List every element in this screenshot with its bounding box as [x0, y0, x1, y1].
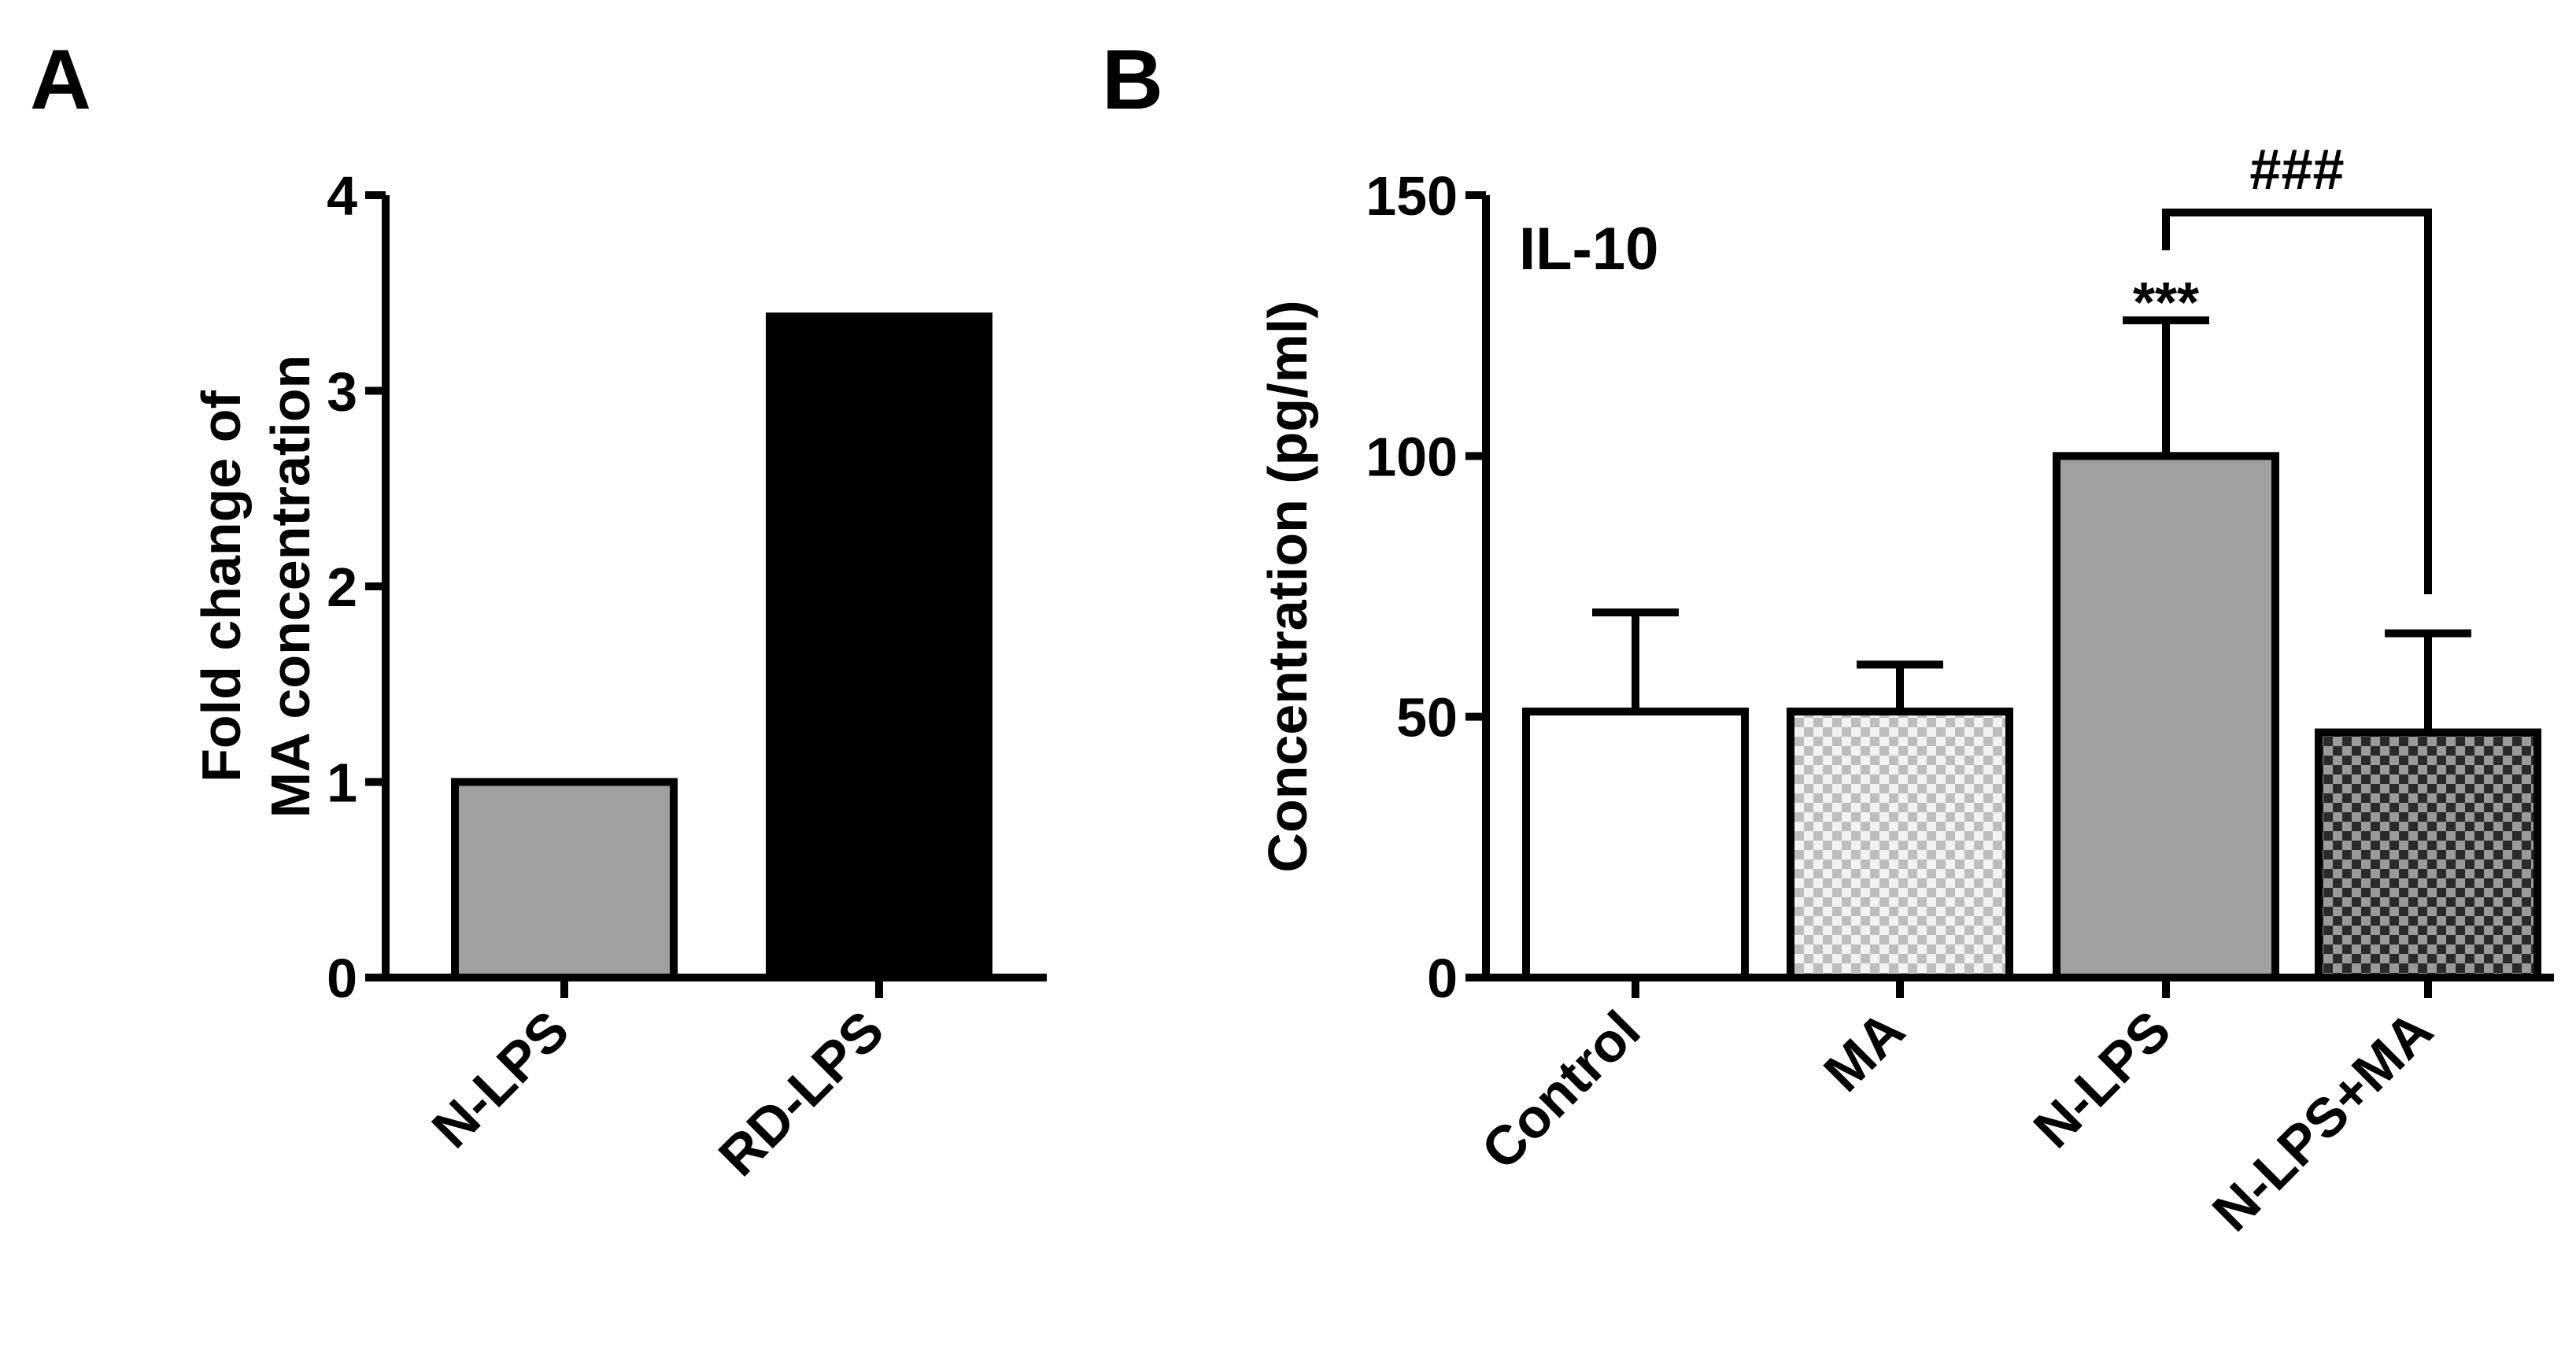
panel-a-category-labels: N-LPS RD-LPS — [420, 978, 896, 1188]
panel-a-label: A — [30, 31, 91, 127]
b-bar-3 — [2315, 728, 2541, 982]
panel-b-y-ticks: 0 50 100 150 — [1366, 165, 1486, 1009]
panel-b-annotation: IL-10 — [1519, 216, 1658, 283]
panel-a-bars — [451, 312, 992, 981]
b-category-label-0: Control — [1470, 999, 1652, 1181]
a-ytick-label-2: 2 — [327, 556, 357, 618]
panel-a-y-ticks: 0 1 2 3 4 — [327, 165, 386, 1009]
a-ytick-label-0: 0 — [327, 948, 357, 1009]
b-significance-hash-1: ### — [2249, 139, 2344, 201]
panel-a-y-axis-title-line-0: Fold change of — [190, 390, 252, 782]
b-category-label-2: N-LPS — [2022, 999, 2182, 1159]
a-ytick-label-4: 4 — [327, 165, 357, 227]
panel-a-y-axis-title: Fold change of MA concentration — [190, 355, 321, 819]
panel-b-category-labels: Control MA N-LPS N-LPS+MA — [1470, 978, 2445, 1243]
panel-b-label: B — [1102, 31, 1163, 127]
a-bar-0 — [451, 778, 678, 981]
panel-a: A Fold change of MA concentration 0 1 2 3 4 N… — [30, 31, 1047, 1188]
b-bar-2 — [2053, 452, 2279, 981]
b-ytick-label-2: 100 — [1366, 426, 1458, 487]
b-ytick-label-1: 50 — [1396, 687, 1458, 749]
panel-b-axes — [1482, 195, 2554, 981]
panel-b-bars — [1522, 452, 2541, 982]
b-ytick-label-3: 150 — [1366, 165, 1458, 227]
b-significance-bracket-1 — [2162, 209, 2432, 594]
panel-a-axes — [382, 195, 1047, 981]
a-category-label-1: RD-LPS — [707, 999, 895, 1187]
a-bar-1 — [766, 312, 992, 981]
panel-b-y-axis-title: Concentration (pg/ml) — [1257, 300, 1318, 872]
b-category-label-1: MA — [1812, 999, 1916, 1103]
b-bar-0 — [1522, 708, 1749, 981]
panel-a-y-axis-title-line-1: MA concentration — [260, 355, 321, 819]
a-category-label-0: N-LPS — [420, 999, 581, 1159]
panel-b-error-bars — [1592, 316, 2471, 733]
b-category-label-3: N-LPS+MA — [2201, 999, 2445, 1243]
panel-b-y-axis-title-text: Concentration (pg/ml) — [1257, 300, 1318, 872]
b-ytick-label-0: 0 — [1427, 948, 1458, 1009]
a-ytick-label-1: 1 — [327, 752, 357, 814]
a-ytick-label-3: 3 — [327, 361, 357, 423]
panel-b-significance: *** ### — [2133, 139, 2432, 594]
panel-b: B IL-10 Concentration (pg/ml) 050100150 … — [1102, 31, 2554, 1243]
b-significance-star-0: *** — [2133, 272, 2199, 335]
b-bar-1 — [1787, 708, 2013, 981]
